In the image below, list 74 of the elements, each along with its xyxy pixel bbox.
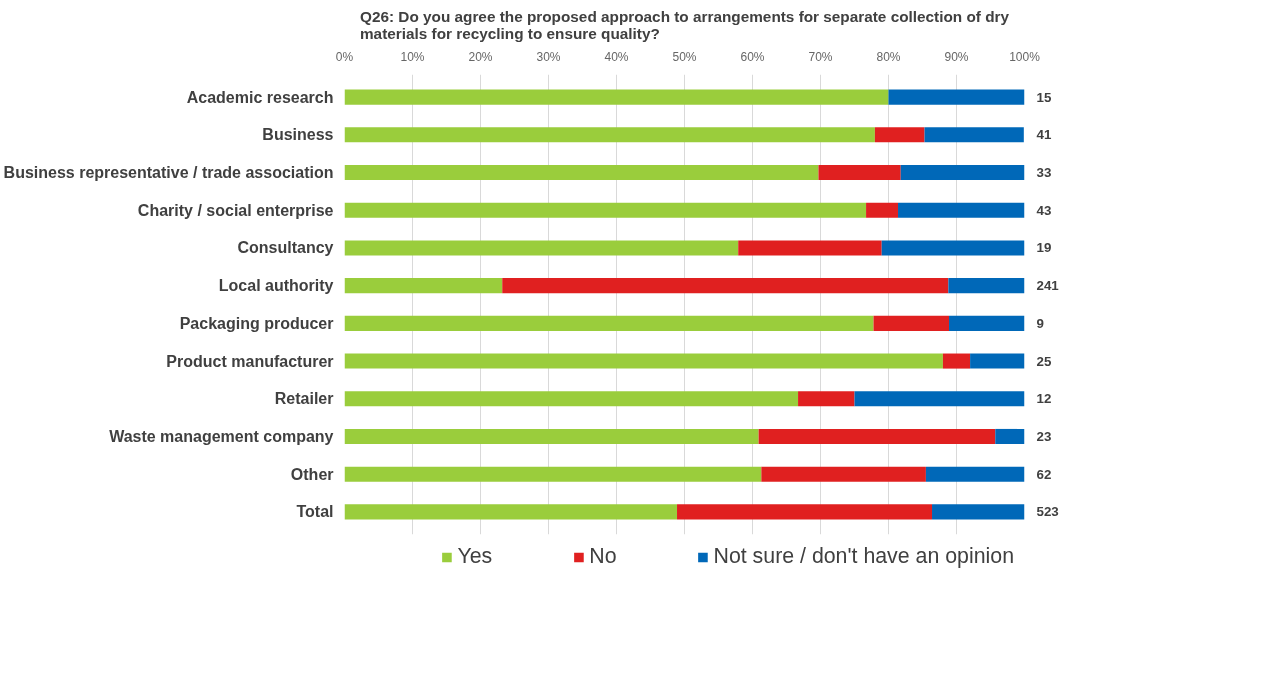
x-tick-label: 70%	[808, 49, 833, 64]
x-tick-label: 30%	[536, 49, 561, 64]
bar	[949, 315, 1025, 331]
chart-title: Q26: Do you agree the proposed approach to arrangements for separate collection of dry materials for recycling to ensure quality?	[359, 7, 1010, 42]
bar	[344, 391, 799, 407]
x-tick-label: 0%	[335, 49, 354, 64]
bar	[942, 353, 971, 369]
bar	[818, 164, 901, 181]
x-tick-label: 20%	[468, 49, 493, 64]
x-tick-label: 60%	[740, 49, 765, 64]
text: 241	[1036, 278, 1060, 294]
text: 15	[1036, 89, 1052, 105]
bar	[344, 164, 819, 181]
bar	[677, 504, 933, 520]
text: 9	[1036, 315, 1044, 331]
bar	[854, 391, 1025, 407]
bar	[344, 127, 875, 143]
legend-label: No	[589, 544, 617, 569]
y-tick-label: Business representative / trade association	[3, 164, 334, 182]
bar	[970, 353, 1025, 369]
bar	[948, 278, 1025, 294]
bar	[344, 89, 889, 105]
y-tick-label: Business	[262, 126, 334, 144]
bar	[874, 127, 925, 143]
x-tick-label: 100%	[1009, 49, 1041, 64]
bar	[932, 504, 1025, 520]
x-tick-label: 80%	[876, 49, 901, 64]
legend-label: Not sure / don't have an opinion	[713, 544, 1014, 569]
bar	[761, 466, 926, 482]
y-tick-label: Total	[296, 503, 334, 521]
bar	[925, 466, 1025, 482]
text: 19	[1036, 240, 1052, 256]
legend-label: Yes	[457, 544, 493, 569]
y-tick-label: Retailer	[274, 390, 334, 408]
bar	[344, 240, 739, 256]
y-tick-label: Local authority	[218, 277, 334, 295]
text: 62	[1036, 466, 1052, 482]
x-tick-label: 40%	[604, 49, 629, 64]
text: 12	[1036, 391, 1052, 407]
bar	[924, 127, 1024, 143]
bar	[898, 202, 1025, 218]
text: 41	[1036, 127, 1052, 143]
text: 523	[1036, 504, 1059, 520]
bar	[798, 391, 855, 407]
text: 33	[1036, 165, 1052, 181]
x-tick-label: 10%	[400, 49, 425, 64]
bar	[900, 164, 1025, 181]
bar	[995, 428, 1025, 445]
y-tick-label: Other	[290, 465, 334, 483]
text: 23	[1036, 428, 1052, 444]
y-tick-label: Product manufacturer	[166, 352, 334, 370]
bar	[873, 315, 950, 331]
bar	[344, 315, 874, 331]
bar	[866, 202, 899, 218]
bar	[738, 240, 882, 256]
x-tick-label: 50%	[672, 49, 697, 64]
bar	[881, 240, 1025, 256]
bar	[888, 89, 1025, 105]
bar	[758, 428, 996, 445]
y-tick-label: Charity / social enterprise	[137, 201, 334, 219]
y-tick-label: Academic research	[186, 88, 334, 106]
bar	[344, 278, 503, 294]
text: 43	[1036, 202, 1052, 218]
bar	[344, 504, 678, 520]
bar	[502, 278, 949, 294]
y-tick-label: Waste management company	[109, 427, 334, 445]
bar	[344, 202, 867, 218]
bar	[344, 466, 762, 482]
y-tick-label: Packaging producer	[179, 314, 334, 332]
x-tick-label: 90%	[944, 49, 969, 64]
bar	[344, 353, 943, 369]
y-tick-label: Consultancy	[237, 239, 334, 257]
bar	[344, 428, 759, 445]
text: 25	[1036, 353, 1052, 369]
